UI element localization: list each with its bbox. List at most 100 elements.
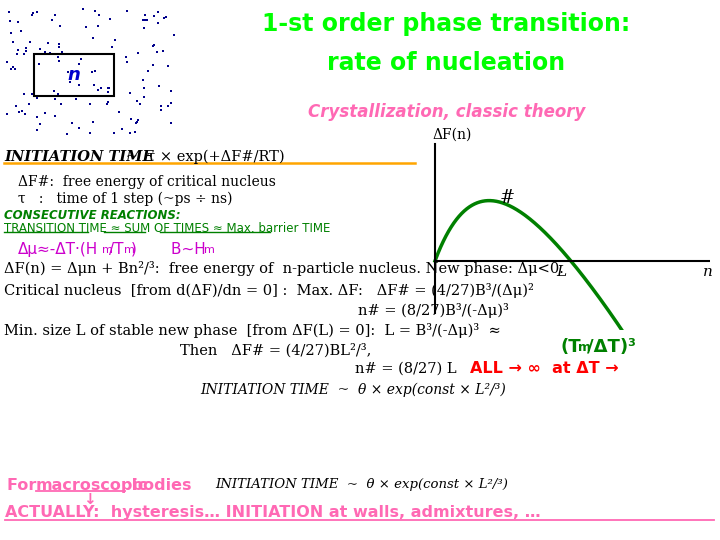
- Text: τ   :   time of 1 step (~ps ÷ ns): τ : time of 1 step (~ps ÷ ns): [18, 192, 233, 206]
- Point: [142, 67, 153, 76]
- Point: [50, 95, 61, 104]
- Point: [5, 29, 17, 38]
- Text: 1-st order phase transition:: 1-st order phase transition:: [262, 12, 631, 36]
- Point: [102, 87, 114, 96]
- Text: /T: /T: [109, 242, 124, 257]
- Text: For: For: [7, 478, 42, 493]
- Point: [27, 9, 39, 17]
- Point: [18, 50, 30, 59]
- Point: [138, 83, 150, 92]
- Point: [1, 58, 12, 66]
- Text: bodies: bodies: [126, 478, 192, 493]
- Point: [73, 59, 84, 68]
- Point: [162, 62, 174, 71]
- Point: [102, 84, 114, 93]
- Text: n# = (8/27)B³/(-Δμ)³: n# = (8/27)B³/(-Δμ)³: [358, 303, 509, 318]
- Point: [117, 125, 128, 134]
- Text: rate of nucleation: rate of nucleation: [328, 51, 565, 75]
- Point: [36, 92, 48, 100]
- Point: [84, 128, 96, 137]
- Text: CONSECUTIVE REACTIONS:: CONSECUTIVE REACTIONS:: [4, 209, 181, 222]
- Point: [61, 130, 73, 138]
- Point: [168, 31, 180, 40]
- Point: [104, 84, 115, 92]
- Text: ~  τ × exp(+ΔF#/RT): ~ τ × exp(+ΔF#/RT): [121, 150, 284, 164]
- Text: Critical nucleus  [from d(ΔF)/dn = 0] :  Max. ΔF:   ΔF# = (4/27)B³/(Δμ)²: Critical nucleus [from d(ΔF)/dn = 0] : M…: [4, 283, 534, 298]
- Point: [108, 129, 120, 137]
- Point: [155, 105, 166, 114]
- Point: [44, 48, 55, 57]
- Point: [89, 81, 100, 90]
- Text: macroscopic: macroscopic: [36, 478, 148, 493]
- Point: [55, 99, 67, 108]
- Point: [109, 66, 120, 75]
- Point: [141, 16, 153, 24]
- Point: [33, 59, 45, 68]
- Point: [48, 87, 59, 96]
- Point: [39, 48, 50, 57]
- Text: (T: (T: [560, 338, 580, 356]
- Point: [13, 108, 24, 117]
- Text: n: n: [68, 66, 81, 84]
- Point: [101, 100, 112, 109]
- Point: [73, 124, 85, 132]
- Point: [19, 90, 30, 99]
- Text: Δμ≈-ΔT·(H: Δμ≈-ΔT·(H: [18, 242, 98, 257]
- Bar: [34, 54, 114, 96]
- Point: [87, 118, 99, 126]
- Point: [10, 64, 22, 73]
- Point: [125, 115, 136, 124]
- Point: [132, 97, 143, 105]
- Text: INITIATION TIME  ~  θ × exp(const × L²/³): INITIATION TIME ~ θ × exp(const × L²/³): [215, 478, 508, 491]
- Point: [29, 50, 40, 58]
- Point: [32, 113, 43, 122]
- Point: [147, 42, 158, 50]
- Text: m: m: [204, 245, 215, 255]
- Point: [39, 109, 50, 117]
- Point: [132, 116, 144, 125]
- Point: [137, 16, 148, 25]
- Point: [129, 127, 140, 136]
- Text: Crystallization, classic theory: Crystallization, classic theory: [307, 103, 585, 121]
- Point: [153, 8, 164, 16]
- Text: ΔF(n): ΔF(n): [433, 128, 472, 141]
- Point: [138, 93, 149, 102]
- Text: ALL → ∞  at ΔT →: ALL → ∞ at ΔT →: [470, 361, 618, 376]
- Point: [151, 48, 163, 56]
- Text: m: m: [124, 245, 135, 255]
- Text: n: n: [703, 265, 712, 279]
- Point: [161, 12, 172, 21]
- Point: [12, 46, 24, 55]
- Text: n# = (8/27) L: n# = (8/27) L: [355, 362, 456, 376]
- Text: m: m: [578, 341, 591, 354]
- Text: Then   ΔF# = (4/27)BL²/³,: Then ΔF# = (4/27)BL²/³,: [180, 343, 372, 357]
- Point: [4, 8, 15, 16]
- Point: [149, 12, 161, 21]
- Point: [162, 102, 174, 111]
- Point: [11, 50, 22, 58]
- Point: [52, 90, 63, 98]
- Point: [140, 11, 151, 20]
- Point: [107, 42, 118, 51]
- Text: #: #: [499, 189, 514, 207]
- Point: [89, 6, 101, 15]
- Point: [4, 17, 16, 25]
- Point: [21, 44, 32, 53]
- Point: [104, 15, 116, 23]
- Point: [46, 16, 58, 25]
- Point: [27, 89, 38, 98]
- Point: [24, 100, 35, 109]
- Text: INITIATION TIME  ~  θ × exp(const × L²/³): INITIATION TIME ~ θ × exp(const × L²/³): [200, 383, 505, 397]
- Point: [52, 53, 63, 62]
- Point: [88, 33, 99, 42]
- Point: [60, 50, 72, 58]
- Point: [121, 6, 132, 15]
- Point: [134, 99, 145, 108]
- Point: [55, 100, 67, 109]
- Point: [158, 46, 169, 55]
- Point: [113, 108, 125, 117]
- Point: [31, 126, 42, 134]
- Text: ACTUALLY:  hysteresis… INITIATION at walls, admixtures, …: ACTUALLY: hysteresis… INITIATION at wall…: [5, 505, 541, 520]
- Point: [78, 5, 89, 14]
- Point: [1, 110, 12, 118]
